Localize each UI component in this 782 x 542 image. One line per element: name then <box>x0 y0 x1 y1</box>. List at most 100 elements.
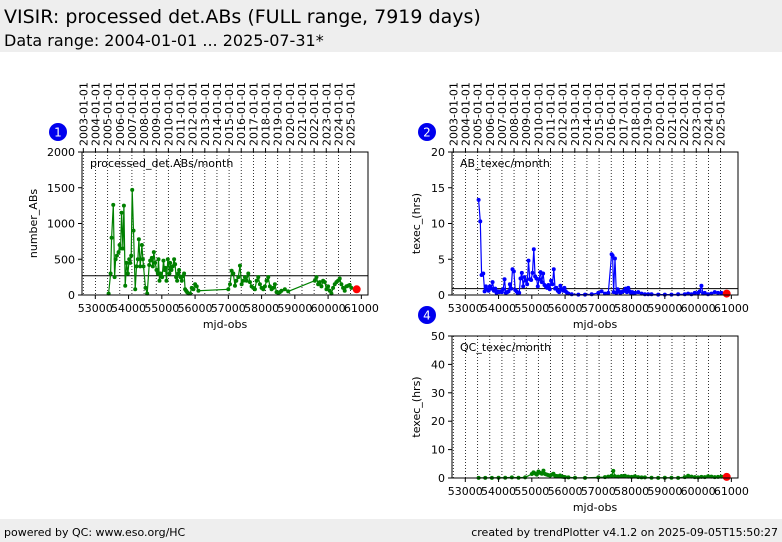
date-tick-label: 2015-01-01 <box>593 82 606 146</box>
date-tick-label: 2013-01-01 <box>199 82 212 146</box>
data-point <box>676 292 681 297</box>
data-point <box>535 284 540 289</box>
data-point <box>530 270 535 275</box>
data-point <box>109 235 114 240</box>
data-point <box>557 290 562 295</box>
data-point <box>518 276 523 281</box>
data-point <box>160 275 165 280</box>
footer-bar: powered by QC: www.eso.org/HC created by… <box>0 519 782 542</box>
data-point <box>609 473 614 478</box>
date-tick-label: 2025-01-01 <box>345 82 358 146</box>
data-point <box>550 282 555 287</box>
data-point <box>226 287 231 292</box>
data-point <box>237 263 242 268</box>
chart-panel-1: processed_det.ABs/month 53000540005500056… <box>27 82 379 331</box>
date-tick-label: 2008-01-01 <box>508 82 521 146</box>
data-point <box>486 288 491 293</box>
x-tick-label: 61000 <box>714 485 749 498</box>
x-tick-label: 57000 <box>211 302 246 315</box>
date-tick-label: 2005-01-01 <box>102 82 115 146</box>
data-point <box>529 277 534 282</box>
data-point <box>699 283 704 288</box>
header-bar: VISIR: processed det.ABs (FULL range, 79… <box>0 0 782 52</box>
data-point <box>242 275 247 280</box>
data-point <box>349 285 354 290</box>
data-point <box>108 271 113 276</box>
data-point <box>596 290 601 295</box>
data-point <box>702 475 707 480</box>
data-point <box>179 278 184 283</box>
date-tick-label: 2024-01-01 <box>702 82 715 146</box>
data-point <box>317 280 322 285</box>
x-tick-label: 59000 <box>647 302 682 315</box>
date-tick-label: 2023-01-01 <box>320 82 333 146</box>
x-tick-label: 57000 <box>581 302 616 315</box>
date-tick-label: 2007-01-01 <box>126 82 139 146</box>
y-tick-label: 2000 <box>47 146 75 159</box>
data-point <box>537 277 542 282</box>
chart-panel-2: AB_texec/month53000540005500056000570005… <box>410 82 749 331</box>
y-tick-label: 0 <box>438 472 445 485</box>
data-point <box>119 210 124 215</box>
data-point <box>706 474 711 479</box>
data-point <box>175 278 180 283</box>
y-axis-label: number_ABs <box>27 189 40 259</box>
y-tick-label: 40 <box>431 358 445 371</box>
data-point <box>517 290 522 295</box>
data-point <box>526 258 531 263</box>
y-tick-label: 15 <box>431 182 445 195</box>
data-point <box>113 257 118 262</box>
data-point <box>481 271 486 276</box>
date-tick-label: 2021-01-01 <box>666 82 679 146</box>
data-point <box>165 257 170 262</box>
y-tick-label: 30 <box>431 387 445 400</box>
data-point <box>111 202 116 207</box>
data-point <box>706 292 711 297</box>
data-point <box>619 474 624 479</box>
date-tick-label: 2024-01-01 <box>332 82 345 146</box>
data-point <box>173 262 178 267</box>
data-point <box>116 250 121 255</box>
y-tick-label: 1500 <box>47 182 75 195</box>
data-point <box>236 275 241 280</box>
data-point <box>599 289 604 294</box>
latest-point-marker <box>722 289 731 298</box>
data-point <box>157 278 162 283</box>
date-tick-label: 2014-01-01 <box>581 82 594 146</box>
data-point <box>127 257 132 262</box>
x-tick-label: 55000 <box>144 302 179 315</box>
date-tick-label: 2017-01-01 <box>617 82 630 146</box>
y-tick-label: 50 <box>431 330 445 343</box>
date-tick-label: 2006-01-01 <box>484 82 497 146</box>
date-tick-label: 2008-01-01 <box>138 82 151 146</box>
data-point <box>322 280 327 285</box>
date-tick-label: 2016-01-01 <box>605 82 618 146</box>
data-point <box>546 282 551 287</box>
plot-frame <box>451 151 739 296</box>
data-point <box>649 292 654 297</box>
date-tick-label: 2016-01-01 <box>235 82 248 146</box>
data-point <box>632 474 637 479</box>
panel-number-badge <box>49 123 67 141</box>
date-tick-label: 2025-01-01 <box>715 82 728 146</box>
data-point <box>482 289 487 294</box>
x-tick-label: 58000 <box>614 302 649 315</box>
data-point <box>252 287 257 292</box>
data-point <box>154 267 159 272</box>
data-point <box>712 290 717 295</box>
data-point <box>138 264 143 269</box>
data-point <box>551 267 556 272</box>
date-tick-label: 2009-01-01 <box>520 82 533 146</box>
data-point <box>262 284 267 289</box>
data-point <box>232 283 237 288</box>
y-axis-label: texec_(hrs) <box>410 376 423 437</box>
x-tick-label: 53000 <box>448 485 483 498</box>
data-point <box>114 253 119 258</box>
data-point <box>117 242 122 247</box>
data-point <box>282 287 287 292</box>
data-point <box>130 187 135 192</box>
data-point <box>519 270 524 275</box>
x-axis-label: mjd-obs <box>573 318 618 331</box>
date-tick-label: 2018-01-01 <box>630 82 643 146</box>
data-point <box>196 288 201 293</box>
